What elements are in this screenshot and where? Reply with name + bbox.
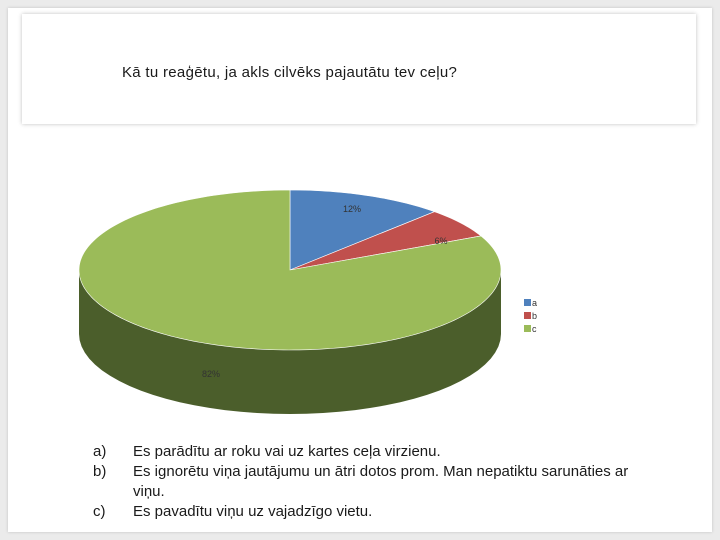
answer-list: a) Es parādītu ar roku vai uz kartes ceļa… — [93, 442, 653, 522]
answer-item-b: b) Es ignorētu viņa jautājumu un ātri dot… — [93, 462, 653, 502]
pie-tops — [78, 189, 502, 351]
legend-label-c: c — [532, 324, 537, 334]
legend-swatch-c — [524, 325, 531, 332]
answer-text: Es parādītu ar roku vai uz kartes ceļa v… — [133, 443, 441, 460]
data-label-b: 6% — [434, 236, 447, 246]
legend: abc — [524, 298, 537, 334]
data-label-c: 82% — [202, 369, 220, 379]
pie-data-labels: 12% 6% 82% — [202, 204, 448, 379]
pie-slice-b — [289, 211, 482, 271]
answer-item-a: a) Es parādītu ar roku vai uz kartes ceļa… — [93, 442, 653, 462]
answer-item-c: c) Es pavadītu viņu uz vajadzīgo vietu. — [93, 502, 653, 522]
chart-title: Kā tu reaģētu, ja akls cilvēks pajautātu… — [122, 64, 458, 81]
answer-text: Es ignorētu viņa jautājumu un ātri dotos… — [133, 463, 629, 500]
pie-sides — [79, 270, 501, 414]
title-box — [22, 14, 696, 124]
pie-slice-a — [289, 189, 436, 271]
answer-marker: b) — [93, 463, 107, 480]
data-label-a: 12% — [343, 204, 361, 214]
legend-swatch-b — [524, 312, 531, 319]
answer-marker: c) — [93, 503, 106, 520]
pie-slice-c — [78, 189, 502, 351]
legend-label-b: b — [532, 311, 537, 321]
legend-swatch-a — [524, 299, 531, 306]
pie-side-c — [79, 270, 501, 414]
answer-text: Es pavadītu viņu uz vajadzīgo vietu. — [133, 503, 373, 520]
answer-marker: a) — [93, 443, 107, 460]
legend-label-a: a — [532, 298, 537, 308]
